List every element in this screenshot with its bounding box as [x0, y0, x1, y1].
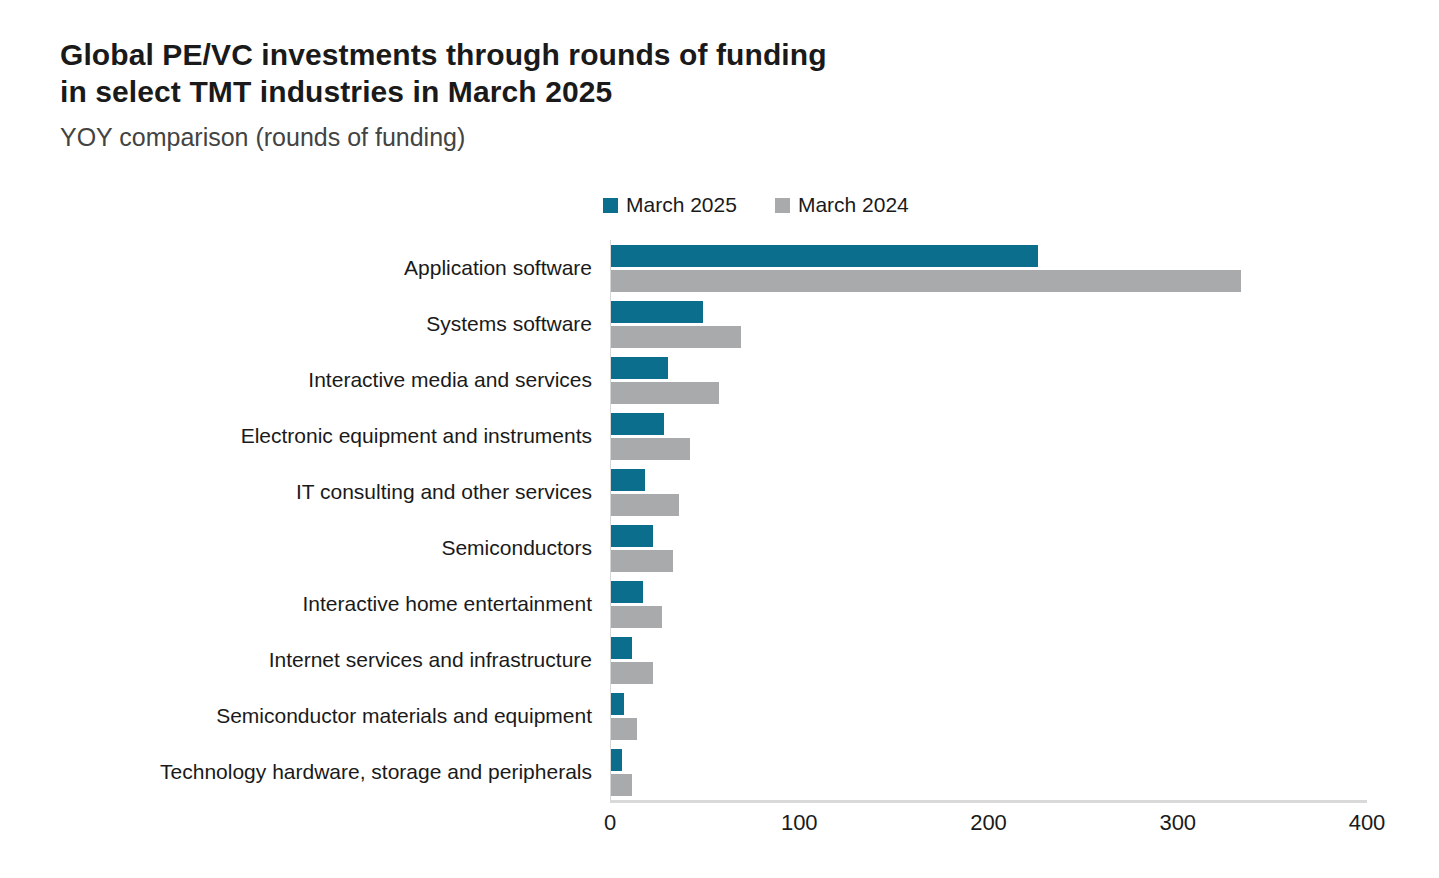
bar-march-2025	[611, 469, 645, 491]
bar-march-2025	[611, 413, 664, 435]
x-axis-tick: 0	[604, 810, 616, 836]
bar-march-2024	[611, 718, 637, 740]
bar-march-2025	[611, 749, 622, 771]
chart-row: Interactive home entertainment	[60, 576, 1439, 632]
bar-march-2024	[611, 550, 673, 572]
bar-chart: Application softwareSystems softwareInte…	[60, 240, 1439, 846]
bar-march-2025	[611, 637, 632, 659]
category-label: Interactive home entertainment	[60, 576, 610, 632]
x-axis-tick: 100	[781, 810, 818, 836]
bar-group	[610, 240, 1366, 296]
legend-label-march-2025: March 2025	[626, 193, 737, 217]
bar-march-2024	[611, 774, 632, 796]
legend-label-march-2024: March 2024	[798, 193, 909, 217]
chart-row: Application software	[60, 240, 1439, 296]
bar-group	[610, 296, 1366, 352]
bar-group	[610, 632, 1366, 688]
chart-page: Global PE/VC investments through rounds …	[0, 0, 1439, 846]
category-label: IT consulting and other services	[60, 464, 610, 520]
bar-march-2024	[611, 438, 690, 460]
bar-group	[610, 408, 1366, 464]
chart-row: Interactive media and services	[60, 352, 1439, 408]
legend-swatch-march-2025	[603, 198, 618, 213]
category-label: Semiconductor materials and equipment	[60, 688, 610, 744]
x-axis-tick-labels: 0100200300400	[610, 810, 1367, 846]
x-axis-tick: 200	[970, 810, 1007, 836]
chart-row: Systems software	[60, 296, 1439, 352]
bar-group	[610, 576, 1366, 632]
category-label: Internet services and infrastructure	[60, 632, 610, 688]
category-label: Technology hardware, storage and periphe…	[60, 744, 610, 800]
bar-group	[610, 464, 1366, 520]
chart-row: Semiconductors	[60, 520, 1439, 576]
bar-group	[610, 520, 1366, 576]
legend-swatch-march-2024	[775, 198, 790, 213]
bar-group	[610, 688, 1366, 744]
category-label: Application software	[60, 240, 610, 296]
bar-march-2024	[611, 662, 653, 684]
bar-march-2025	[611, 245, 1038, 267]
x-axis-tick: 400	[1349, 810, 1386, 836]
bar-march-2024	[611, 606, 662, 628]
chart-rows: Application softwareSystems softwareInte…	[60, 240, 1439, 800]
chart-row: Technology hardware, storage and periphe…	[60, 744, 1439, 800]
bar-march-2024	[611, 326, 741, 348]
chart-row: Electronic equipment and instruments	[60, 408, 1439, 464]
category-label: Electronic equipment and instruments	[60, 408, 610, 464]
legend-item-march-2025: March 2025	[603, 193, 737, 217]
legend: March 2025 March 2024	[603, 193, 1439, 217]
chart-title: Global PE/VC investments through rounds …	[60, 36, 1439, 110]
bar-march-2024	[611, 270, 1241, 292]
bar-march-2025	[611, 525, 653, 547]
bar-march-2025	[611, 693, 624, 715]
category-label: Systems software	[60, 296, 610, 352]
bar-group	[610, 352, 1366, 408]
x-axis-tick: 300	[1159, 810, 1196, 836]
chart-row: Internet services and infrastructure	[60, 632, 1439, 688]
category-label: Semiconductors	[60, 520, 610, 576]
bar-march-2024	[611, 382, 719, 404]
bar-march-2024	[611, 494, 679, 516]
chart-subtitle: YOY comparison (rounds of funding)	[60, 123, 1439, 152]
bar-march-2025	[611, 357, 668, 379]
legend-item-march-2024: March 2024	[775, 193, 909, 217]
chart-title-line2: in select TMT industries in March 2025	[60, 73, 1439, 110]
chart-row: IT consulting and other services	[60, 464, 1439, 520]
bar-march-2025	[611, 581, 643, 603]
bar-group	[610, 744, 1366, 800]
chart-title-line1: Global PE/VC investments through rounds …	[60, 36, 1439, 73]
bar-march-2025	[611, 301, 703, 323]
x-axis-line	[610, 800, 1367, 803]
category-label: Interactive media and services	[60, 352, 610, 408]
chart-row: Semiconductor materials and equipment	[60, 688, 1439, 744]
